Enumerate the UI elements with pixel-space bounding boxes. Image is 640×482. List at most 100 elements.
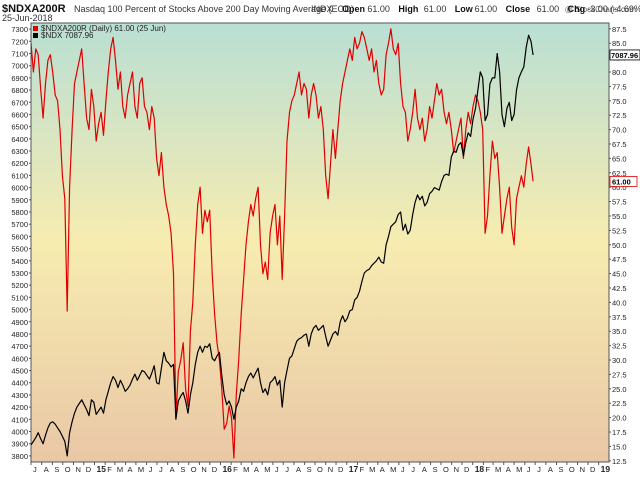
- x-tick-label: A: [128, 465, 133, 474]
- left-tick-label: 5800: [11, 208, 28, 217]
- right-tick-label: 77.5: [612, 82, 627, 91]
- x-tick-label: D: [590, 465, 596, 474]
- ohlc-label-chg: Chg: [568, 4, 586, 14]
- right-tick-label: 45.0: [612, 270, 627, 279]
- left-tick-label: 6400: [11, 135, 28, 144]
- right-tick-label: 65.0: [612, 154, 627, 163]
- right-tick-label: 85.0: [612, 39, 627, 48]
- x-tick-label: N: [328, 465, 333, 474]
- left-tick-label: 4900: [11, 318, 28, 327]
- left-tick-label: 5700: [11, 220, 28, 229]
- x-tick-label: J: [149, 465, 153, 474]
- left-tick-label: 4000: [11, 428, 28, 437]
- right-tick-label: 27.5: [612, 370, 627, 379]
- ndxa200r-line: [31, 28, 534, 459]
- right-tick-label: 52.5: [612, 226, 627, 235]
- chart-date: 25-Jun-2018: [2, 13, 53, 23]
- left-tick-label: 5900: [11, 196, 28, 205]
- x-tick-label: N: [454, 465, 459, 474]
- x-tick-label: J: [285, 465, 289, 474]
- x-tick-label: J: [537, 465, 541, 474]
- x-tick-label: A: [254, 465, 259, 474]
- right-tick-label: 55.0: [612, 212, 627, 221]
- ohlc-label-low: Low: [455, 4, 474, 14]
- x-tick-label: N: [75, 465, 80, 474]
- x-tick-label: M: [117, 465, 123, 474]
- left-tick-label: 6600: [11, 110, 28, 119]
- left-tick-label: 5600: [11, 232, 28, 241]
- ohlc-value-low: 61.00: [475, 4, 498, 14]
- left-tick-label: 5300: [11, 269, 28, 278]
- ohlc-value-close: 61.00: [537, 4, 560, 14]
- x-tick-label: O: [191, 465, 197, 474]
- right-tick-label: 22.5: [612, 399, 627, 408]
- x-tick-label: 19: [601, 464, 611, 474]
- right-tick-label: 12.5: [612, 457, 627, 466]
- right-tick-label: 62.5: [612, 169, 627, 178]
- left-tick-label: 4800: [11, 330, 28, 339]
- x-tick-label: M: [516, 465, 522, 474]
- x-tick-label: D: [338, 465, 344, 474]
- x-tick-label: 18: [475, 464, 485, 474]
- x-tick-label: F: [233, 465, 238, 474]
- x-tick-label: F: [107, 465, 112, 474]
- x-tick-label: A: [44, 465, 49, 474]
- left-tick-label: 7000: [11, 62, 28, 71]
- x-tick-label: A: [296, 465, 301, 474]
- x-tick-label: M: [264, 465, 270, 474]
- ohlc-readout: Open 61.00 High 61.00 Low 61.00 Close 61.00 Chg -…: [342, 4, 640, 14]
- x-tick-label: F: [485, 465, 490, 474]
- x-tick-label: M: [138, 465, 144, 474]
- x-tick-label: F: [359, 465, 364, 474]
- left-tick-label: 4700: [11, 342, 28, 351]
- left-tick-label: 6200: [11, 159, 28, 168]
- legend: $NDXA200R (Daily) 61.00 (25 Jun) $NDX 70…: [33, 24, 166, 40]
- x-tick-label: S: [54, 465, 59, 474]
- left-tick-label: 5200: [11, 281, 28, 290]
- x-tick-label: M: [495, 465, 501, 474]
- left-tick-label: 6300: [11, 147, 28, 156]
- x-tick-label: J: [275, 465, 279, 474]
- x-tick-label: M: [243, 465, 249, 474]
- right-tick-label: 60.0: [612, 183, 627, 192]
- x-tick-label: J: [159, 465, 163, 474]
- right-tick-label: 35.0: [612, 327, 627, 336]
- x-tick-label: O: [317, 465, 323, 474]
- right-tick-label: 42.5: [612, 284, 627, 293]
- legend-swatch-black: [33, 33, 38, 38]
- ohlc-label-close: Close: [506, 4, 531, 14]
- x-tick-label: 16: [222, 464, 232, 474]
- right-tick-label: 72.5: [612, 111, 627, 120]
- x-tick-label: J: [33, 465, 37, 474]
- left-tick-label: 3800: [11, 452, 28, 461]
- right-tick-label: 30.0: [612, 356, 627, 365]
- legend-entry-black: $NDX 7087.96: [41, 31, 94, 40]
- x-tick-label: A: [548, 465, 553, 474]
- last-value-box-ndx: [609, 49, 640, 61]
- x-tick-label: S: [433, 465, 438, 474]
- right-tick-label: 50.0: [612, 241, 627, 250]
- x-tick-label: 15: [96, 464, 106, 474]
- x-tick-label: A: [506, 465, 511, 474]
- last-value-ndxa200r: 61.00: [612, 177, 631, 186]
- right-tick-label: 70.0: [612, 126, 627, 135]
- legend-entry-red: $NDXA200R (Daily) 61.00 (25 Jun): [41, 24, 166, 33]
- left-tick-label: 5000: [11, 306, 28, 315]
- chart-symbol: $NDXA200R: [2, 3, 66, 15]
- left-tick-label: 4300: [11, 391, 28, 400]
- right-tick-label: 47.5: [612, 255, 627, 264]
- left-tick-label: 6100: [11, 171, 28, 180]
- ohlc-value-open: 61.00: [367, 4, 390, 14]
- x-tick-label: O: [65, 465, 71, 474]
- x-tick-label: A: [422, 465, 427, 474]
- x-tick-label: O: [569, 465, 575, 474]
- right-tick-label: 87.5: [612, 25, 627, 34]
- left-tick-label: 3900: [11, 440, 28, 449]
- right-tick-label: 37.5: [612, 313, 627, 322]
- left-tick-label: 5400: [11, 257, 28, 266]
- x-tick-label: D: [464, 465, 470, 474]
- right-tick-label: 40.0: [612, 298, 627, 307]
- left-tick-label: 5100: [11, 293, 28, 302]
- left-tick-label: 7100: [11, 49, 28, 58]
